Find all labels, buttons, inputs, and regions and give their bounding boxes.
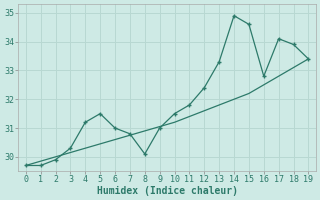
X-axis label: Humidex (Indice chaleur): Humidex (Indice chaleur)	[97, 186, 237, 196]
